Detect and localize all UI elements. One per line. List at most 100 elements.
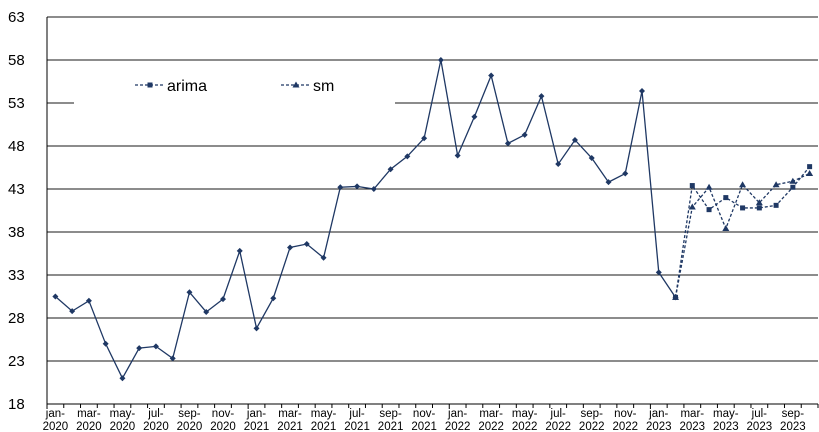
data-point: [119, 375, 126, 382]
x-tick-label: sep-: [178, 408, 201, 420]
x-tick-label: 2021: [277, 421, 303, 432]
data-point: [203, 308, 210, 315]
x-tick-label: may-: [713, 408, 739, 420]
y-tick-label: 38: [8, 224, 25, 241]
x-tick-label: 2021: [411, 421, 437, 432]
data-point: [672, 293, 680, 300]
data-point: [789, 177, 797, 184]
data-point: [437, 57, 444, 63]
x-tick-label: sep-: [379, 408, 402, 420]
data-point: [723, 195, 729, 201]
data-point: [337, 184, 344, 191]
data-point: [253, 325, 260, 332]
data-point: [740, 205, 746, 211]
data-point: [806, 170, 814, 177]
x-tick-label: 2021: [244, 421, 270, 432]
x-tick-label: 2021: [344, 421, 370, 432]
x-tick-label: 2020: [143, 421, 169, 432]
data-point: [689, 183, 695, 189]
data-point: [69, 308, 76, 315]
data-point: [772, 181, 780, 188]
data-point: [354, 183, 361, 190]
data-point: [756, 205, 762, 211]
gridlines: [46, 16, 819, 408]
series-observed: [52, 57, 679, 382]
x-tick-label: sep-: [782, 408, 805, 420]
x-tick-label: may-: [110, 408, 136, 420]
x-tick-label: nov-: [212, 408, 235, 420]
x-tick-label: 2023: [713, 421, 739, 432]
data-point: [688, 203, 696, 210]
data-point: [588, 155, 595, 162]
data-point: [404, 153, 411, 160]
x-tick-label: jul-: [550, 408, 567, 420]
y-tick-label: 53: [8, 95, 25, 112]
x-tick-label: 2022: [545, 421, 571, 432]
data-point: [152, 343, 159, 350]
data-point: [421, 135, 428, 142]
data-point: [538, 93, 545, 100]
x-tick-label: jan-: [447, 408, 467, 420]
data-point: [236, 247, 243, 254]
x-tick-label: mar-: [680, 408, 704, 420]
x-tick-label: sep-: [581, 408, 604, 420]
x-tick-label: 2020: [110, 421, 136, 432]
x-tick-label: 2023: [646, 421, 672, 432]
data-point: [705, 183, 713, 190]
data-point: [722, 225, 730, 232]
x-tick-label: 2023: [747, 421, 773, 432]
data-point: [488, 72, 495, 79]
data-point: [387, 166, 394, 173]
data-point: [706, 207, 712, 213]
x-tick-label: nov-: [614, 408, 637, 420]
data-point: [639, 87, 646, 94]
x-tick-label: may-: [311, 408, 337, 420]
data-point: [790, 184, 796, 190]
x-tick-label: 2023: [780, 421, 806, 432]
data-point: [169, 355, 176, 362]
series-line: [674, 172, 810, 298]
x-tick-label: 2022: [445, 421, 471, 432]
data-point: [370, 186, 377, 192]
data-point: [622, 170, 629, 177]
y-axis-tick-labels: 18 23 28 33 38 43 48 53 58 63: [8, 9, 25, 413]
x-tick-label: jan-: [648, 408, 668, 420]
y-tick-label: 63: [8, 9, 25, 26]
data-point: [471, 113, 478, 120]
x-tick-label: mar-: [479, 408, 503, 420]
series-sm: [672, 170, 814, 300]
legend: arima sm: [135, 78, 334, 95]
x-tick-label: 2022: [512, 421, 538, 432]
data-point: [186, 289, 193, 296]
legend-marker: [147, 82, 153, 88]
y-tick-label: 58: [8, 52, 25, 69]
x-tick-label: nov-: [413, 408, 436, 420]
x-tick-label: 2020: [210, 421, 236, 432]
x-tick-label: 2020: [76, 421, 102, 432]
y-tick-label: 23: [8, 353, 25, 370]
legend-marker: [292, 81, 300, 88]
data-point: [320, 254, 327, 261]
x-tick-label: may-: [512, 408, 538, 420]
x-tick-label: 2021: [311, 421, 337, 432]
x-axis-tick-labels: jan-2020mar-2020may-2020jul-2020sep-2020…: [43, 408, 806, 432]
data-point: [555, 161, 562, 168]
x-tick-label: 2022: [478, 421, 504, 432]
data-point: [102, 340, 109, 347]
legend-label: sm: [313, 78, 334, 95]
x-tick-label: jan-: [246, 408, 266, 420]
legend-label: arima: [167, 78, 207, 95]
series-layer: [52, 57, 814, 382]
legend-entry-arima: arima: [135, 78, 207, 95]
data-point: [303, 241, 310, 248]
data-point: [219, 296, 226, 303]
data-point: [755, 199, 763, 206]
data-point: [521, 131, 528, 138]
data-point: [655, 269, 662, 276]
x-tick-label: 2023: [679, 421, 705, 432]
y-tick-label: 43: [8, 181, 25, 198]
x-tick-label: 2021: [378, 421, 404, 432]
series-line: [54, 59, 677, 380]
